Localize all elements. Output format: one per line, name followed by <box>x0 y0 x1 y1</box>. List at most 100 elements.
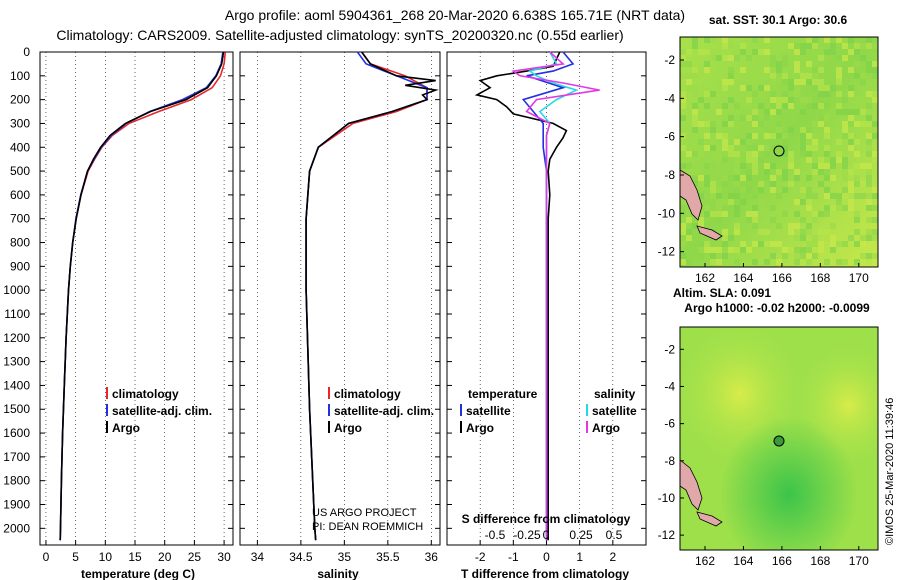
sst-cell <box>788 223 794 229</box>
sst-cell <box>710 187 716 193</box>
sst-cell <box>824 37 830 43</box>
depth-tick-label: 100 <box>10 69 30 83</box>
difference-lines <box>474 51 600 541</box>
sst-cell <box>752 133 758 139</box>
sst-cell <box>860 121 866 127</box>
sst-cell <box>770 67 776 73</box>
sst-cell <box>716 145 722 151</box>
sst-cell <box>722 79 728 85</box>
sst-cell <box>686 235 692 241</box>
sst-cell <box>866 181 872 187</box>
sst-cell <box>800 67 806 73</box>
sst-cell <box>734 181 740 187</box>
sst-cell <box>704 163 710 169</box>
sst-cell <box>704 181 710 187</box>
sst-cell <box>836 151 842 157</box>
sst-cell <box>848 205 854 211</box>
series-climatology <box>305 51 428 541</box>
depth-tick-label: 1000 <box>3 283 30 297</box>
depth-tick-label: 700 <box>10 212 30 226</box>
sst-cell <box>728 253 734 259</box>
sst-cell <box>710 37 716 43</box>
sst-cell <box>776 241 782 247</box>
sst-cell <box>800 259 806 265</box>
sst-cell <box>830 223 836 229</box>
sst-cell <box>842 259 848 265</box>
legend-climatology: climatology <box>334 387 401 401</box>
legend-t-satellite: satellite <box>466 404 511 418</box>
depth-tick-label: 200 <box>10 93 30 107</box>
sst-cell <box>800 37 806 43</box>
sst-cell <box>746 157 752 163</box>
sst-cell <box>794 199 800 205</box>
sst-cell <box>728 133 734 139</box>
sst-cell <box>704 205 710 211</box>
sst-cell <box>806 37 812 43</box>
sst-cell <box>788 163 794 169</box>
sst-cell <box>836 253 842 259</box>
sst-cell <box>752 157 758 163</box>
map-x-tick-label: 168 <box>810 554 830 568</box>
sst-cell <box>722 97 728 103</box>
sst-cell <box>830 205 836 211</box>
sst-cell <box>704 49 710 55</box>
map-y-tick-label: -8 <box>664 168 675 182</box>
sst-cell <box>836 157 842 163</box>
sst-cell <box>770 109 776 115</box>
sst-cell <box>722 199 728 205</box>
x-tick-label: 35 <box>338 550 352 564</box>
sst-cell <box>782 145 788 151</box>
sst-cell <box>680 103 686 109</box>
sst-cell <box>686 259 692 265</box>
sst-cell <box>692 67 698 73</box>
sst-cell <box>812 253 818 259</box>
sst-cell <box>770 79 776 85</box>
sst-cell <box>764 151 770 157</box>
sst-cell <box>854 97 860 103</box>
sst-cell <box>746 103 752 109</box>
sst-cell <box>698 193 704 199</box>
sst-cell <box>872 187 878 193</box>
sst-cell <box>728 103 734 109</box>
sst-cell <box>746 97 752 103</box>
sst-cell <box>818 175 824 181</box>
sst-cell <box>710 253 716 259</box>
sst-cell <box>794 67 800 73</box>
salinity-difference-tick-label: -0.5 <box>485 528 506 542</box>
sst-cell <box>830 43 836 49</box>
sst-cell <box>866 139 872 145</box>
sst-cell <box>782 55 788 61</box>
sst-cell <box>764 163 770 169</box>
sst-cell <box>704 97 710 103</box>
sst-cell <box>716 97 722 103</box>
sst-cell <box>866 235 872 241</box>
legend-climatology: climatology <box>112 387 179 401</box>
sst-cell <box>794 49 800 55</box>
difference-top-label: S difference from climatology <box>462 512 631 526</box>
sst-map-title: sat. SST: 30.1 Argo: 30.6 <box>709 13 848 27</box>
sst-cell <box>794 223 800 229</box>
sst-cell <box>728 67 734 73</box>
sst-cell <box>794 91 800 97</box>
sst-cell <box>794 193 800 199</box>
sst-cell <box>806 187 812 193</box>
sst-cell <box>746 217 752 223</box>
sst-cell <box>812 79 818 85</box>
sst-cell <box>758 181 764 187</box>
sst-cell <box>758 187 764 193</box>
sst-cell <box>704 103 710 109</box>
sst-cell <box>794 259 800 265</box>
sst-cell <box>734 205 740 211</box>
sst-cell <box>716 115 722 121</box>
sst-cell <box>734 169 740 175</box>
sst-cell <box>800 247 806 253</box>
sst-cell <box>848 145 854 151</box>
sst-cell <box>746 247 752 253</box>
sst-cell <box>872 235 878 241</box>
sst-cell <box>860 241 866 247</box>
legend-s-argo: Argo <box>592 421 620 435</box>
sst-cell <box>722 85 728 91</box>
sst-cell <box>860 55 866 61</box>
sst-cell <box>782 73 788 79</box>
sst-cell <box>812 163 818 169</box>
